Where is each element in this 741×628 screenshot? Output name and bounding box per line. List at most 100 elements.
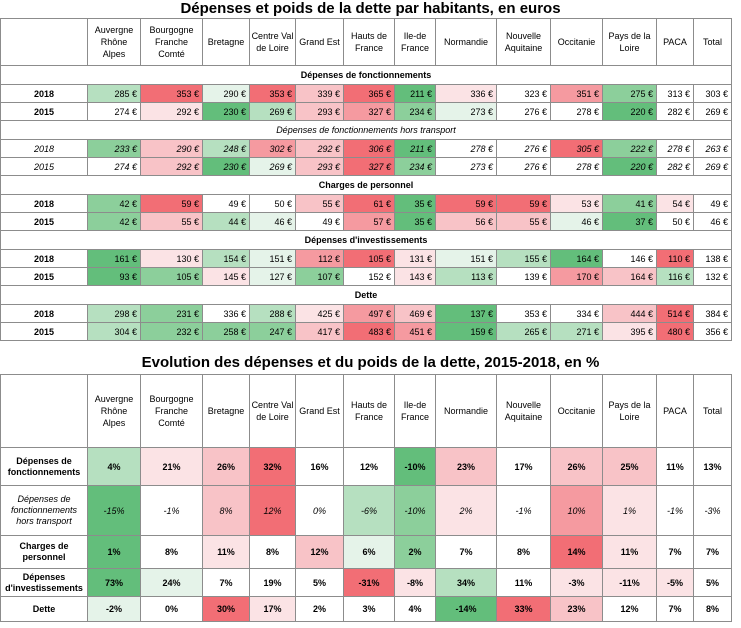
value-cell: 274 € <box>87 157 141 176</box>
value-cell: 304 € <box>87 322 141 341</box>
value-cell: 451 € <box>394 322 436 341</box>
value-cell: 44 € <box>202 212 250 231</box>
value-cell: 1% <box>87 535 141 569</box>
value-cell: 323 € <box>496 84 551 103</box>
value-cell: 8% <box>693 596 732 622</box>
value-cell: 269 € <box>693 157 732 176</box>
value-cell: 23% <box>435 447 497 486</box>
value-cell: 131 € <box>394 249 436 268</box>
value-cell: 152 € <box>343 267 395 286</box>
column-header: Normandie <box>435 18 497 66</box>
column-header: Ile-de France <box>394 18 436 66</box>
value-cell: 37 € <box>602 212 657 231</box>
row-label: Dépenses d'investissements <box>0 568 88 597</box>
value-cell: 8% <box>202 485 250 536</box>
value-cell: 50 € <box>656 212 694 231</box>
value-cell: 351 € <box>550 84 603 103</box>
column-header: Hauts de France <box>343 374 395 448</box>
value-cell: 151 € <box>249 249 296 268</box>
value-cell: 220 € <box>602 157 657 176</box>
value-cell: 6% <box>343 535 395 569</box>
value-cell: 234 € <box>394 157 436 176</box>
table-row: 2018 298 €231 €336 €288 €425 €497 €469 €1… <box>0 304 732 323</box>
section-header-row: Dette <box>0 285 732 305</box>
value-cell: 112 € <box>295 249 344 268</box>
value-cell: 497 € <box>343 304 395 323</box>
value-cell: 334 € <box>550 304 603 323</box>
table-row: Dépenses de fonctionnements hors transpo… <box>0 485 732 536</box>
value-cell: -1% <box>496 485 551 536</box>
value-cell: 365 € <box>343 84 395 103</box>
section-header-row: Charges de personnel <box>0 175 732 195</box>
value-cell: 231 € <box>140 304 203 323</box>
value-cell: 248 € <box>202 139 250 158</box>
value-cell: 263 € <box>693 139 732 158</box>
value-cell: 146 € <box>602 249 657 268</box>
value-cell: 384 € <box>693 304 732 323</box>
section-title: Dépenses de fonctionnements hors transpo… <box>0 120 732 140</box>
row-label: 2018 <box>0 304 88 323</box>
value-cell: 290 € <box>140 139 203 158</box>
value-cell: 17% <box>496 447 551 486</box>
value-cell: 11% <box>656 447 694 486</box>
column-header: Auvergne Rhône Alpes <box>87 18 141 66</box>
value-cell: 42 € <box>87 212 141 231</box>
table-row: 2018 285 €353 €290 €353 €339 €365 €211 €3… <box>0 84 732 103</box>
column-header: Occitanie <box>550 18 603 66</box>
value-cell: 127 € <box>249 267 296 286</box>
header-row: Auvergne Rhône Alpes Bourgogne Franche Co… <box>0 374 732 448</box>
column-header: Grand Est <box>295 374 344 448</box>
value-cell: -10% <box>394 485 436 536</box>
corner-cell <box>0 18 88 66</box>
value-cell: -1% <box>656 485 694 536</box>
value-cell: -15% <box>87 485 141 536</box>
value-cell: 278 € <box>550 157 603 176</box>
value-cell: -1% <box>140 485 203 536</box>
column-header: PACA <box>656 18 694 66</box>
value-cell: 303 € <box>693 84 732 103</box>
value-cell: 356 € <box>693 322 732 341</box>
value-cell: 469 € <box>394 304 436 323</box>
value-cell: 3% <box>343 596 395 622</box>
value-cell: 137 € <box>435 304 497 323</box>
row-label: Charges de personnel <box>0 535 88 569</box>
value-cell: 107 € <box>295 267 344 286</box>
value-cell: 7% <box>693 535 732 569</box>
column-header: Centre Val de Loire <box>249 18 296 66</box>
value-cell: 273 € <box>435 102 497 121</box>
value-cell: -3% <box>693 485 732 536</box>
column-header: Pays de la Loire <box>602 374 657 448</box>
table-row: Dette -2% 0% 30% 17% 2% 3% 4% -14% 33% 23% 12% 7% 8% <box>0 596 732 622</box>
column-header: Pays de la Loire <box>602 18 657 66</box>
row-label: 2015 <box>0 267 88 286</box>
value-cell: 32% <box>249 447 296 486</box>
value-cell: 154 € <box>202 249 250 268</box>
value-cell: 132 € <box>693 267 732 286</box>
value-cell: 53 € <box>550 194 603 213</box>
value-cell: 2% <box>435 485 497 536</box>
value-cell: 59 € <box>435 194 497 213</box>
row-label: 2018 <box>0 194 88 213</box>
value-cell: 56 € <box>435 212 497 231</box>
table-row: 2015 274 €292 €230 €269 €293 €327 €234 €2… <box>0 102 732 121</box>
value-cell: 276 € <box>496 102 551 121</box>
value-cell: -6% <box>343 485 395 536</box>
value-cell: 514 € <box>656 304 694 323</box>
value-cell: 35 € <box>394 194 436 213</box>
value-cell: 8% <box>249 535 296 569</box>
column-header: Hauts de France <box>343 18 395 66</box>
value-cell: 234 € <box>394 102 436 121</box>
value-cell: 483 € <box>343 322 395 341</box>
value-cell: 113 € <box>435 267 497 286</box>
column-header: Nouvelle Aquitaine <box>496 18 551 66</box>
row-label: Dépenses de fonctionnements <box>0 447 88 486</box>
column-header: Centre Val de Loire <box>249 374 296 448</box>
value-cell: 138 € <box>693 249 732 268</box>
value-cell: 46 € <box>693 212 732 231</box>
table-spending-per-capita: Auvergne Rhône Alpes Bourgogne Franche Co… <box>0 18 732 341</box>
value-cell: 269 € <box>249 157 296 176</box>
value-cell: -5% <box>656 568 694 597</box>
value-cell: 278 € <box>656 139 694 158</box>
value-cell: -31% <box>343 568 395 597</box>
table-row: Dépenses de fonctionnements 4% 21% 26% 32% 16… <box>0 447 732 486</box>
